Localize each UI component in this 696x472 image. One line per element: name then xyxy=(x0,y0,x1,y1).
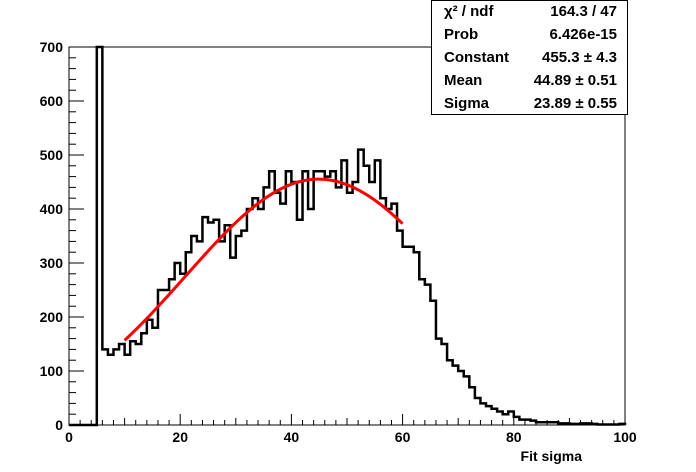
x-axis-title: Fit sigma xyxy=(521,448,583,464)
stats-name: Prob xyxy=(444,26,479,43)
y-tick-label: 300 xyxy=(40,255,64,271)
y-tick-label: 100 xyxy=(40,363,64,379)
y-tick-label: 600 xyxy=(40,93,64,109)
y-tick-label: 500 xyxy=(40,147,64,163)
y-tick-label: 700 xyxy=(40,39,64,55)
stats-value: 455.3 ± 4.3 xyxy=(542,49,617,66)
x-tick-label: 80 xyxy=(506,429,522,445)
stats-name: χ² / ndf xyxy=(444,3,494,20)
stats-value: 6.426e-15 xyxy=(549,26,617,43)
y-tick-label: 400 xyxy=(40,201,64,217)
stats-name: Constant xyxy=(444,49,509,66)
stats-box: χ² / ndf 164.3 / 47 Prob 6.426e-15 Const… xyxy=(431,0,628,115)
stats-row-chi2: χ² / ndf 164.3 / 47 xyxy=(432,1,627,23)
stats-row-prob: Prob 6.426e-15 xyxy=(432,24,627,46)
stats-row-sigma: Sigma 23.89 ± 0.55 xyxy=(432,93,627,115)
x-tick-label: 20 xyxy=(172,429,188,445)
x-tick-label: 0 xyxy=(65,429,73,445)
stats-value: 23.89 ± 0.55 xyxy=(533,95,617,112)
x-tick-label: 100 xyxy=(613,429,637,445)
stats-row-constant: Constant 455.3 ± 4.3 xyxy=(432,47,627,69)
stats-name: Mean xyxy=(444,72,483,89)
fit-curve-group xyxy=(123,177,404,342)
axes: 0 20 40 60 80 100 0 100 200 300 400 500 600 700 xyxy=(40,39,637,445)
x-tick-label: 60 xyxy=(395,429,411,445)
stats-name: Sigma xyxy=(444,95,490,112)
x-tick-label: 40 xyxy=(284,429,300,445)
fit-curve xyxy=(123,177,404,342)
y-tick-label: 0 xyxy=(55,417,63,433)
stats-value: 164.3 / 47 xyxy=(550,3,617,20)
stats-value: 44.89 ± 0.51 xyxy=(533,72,617,89)
stats-row-mean: Mean 44.89 ± 0.51 xyxy=(432,70,627,92)
y-tick-label: 200 xyxy=(40,309,64,325)
